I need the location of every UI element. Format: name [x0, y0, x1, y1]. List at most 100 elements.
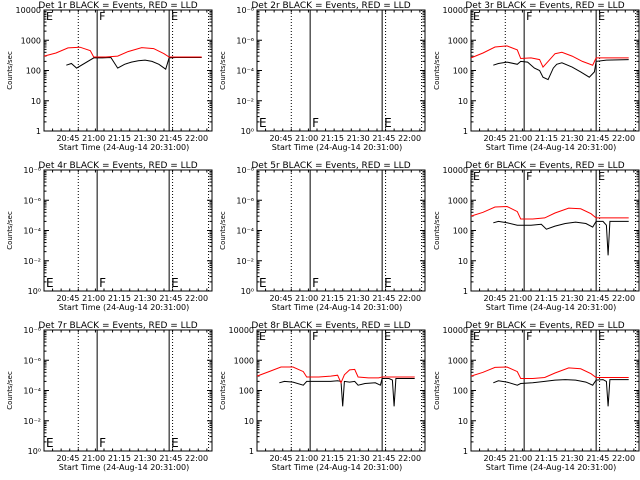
y-tick-label: 1	[249, 447, 254, 456]
region-label: E	[46, 436, 54, 450]
x-tick-label: 21:30	[561, 134, 584, 143]
y-tick-label: 10⁻⁸	[236, 166, 254, 175]
x-tick-label: 21:45	[159, 294, 182, 303]
y-tick-label: 10⁻⁴	[23, 227, 41, 236]
y-axis-label: Counts/sec	[6, 371, 14, 410]
plot-frame	[43, 169, 213, 292]
region-label: E	[46, 10, 53, 23]
panel-title: Det 2r BLACK = Events, RED = LLD	[251, 1, 410, 11]
region-label: E	[171, 10, 178, 23]
y-tick-label: 10⁻²	[236, 97, 254, 106]
region-label: E	[259, 276, 267, 290]
x-axis-label: Start Time (24-Aug-14 20:31:00)	[59, 143, 190, 152]
y-tick-label: 10	[458, 257, 468, 266]
x-tick-label: 21:00	[295, 294, 318, 303]
y-axis-label: Counts/sec	[433, 211, 441, 250]
detector-panel: Det 4r BLACK = Events, RED = LLD 10⁰ 10⁻² 1…	[6, 161, 213, 312]
y-tick-label: 10⁻⁴	[23, 387, 41, 396]
region-label: E	[598, 170, 605, 183]
plot-frame	[256, 169, 426, 292]
y-tick-label: 10000	[443, 166, 468, 175]
region-label: E	[598, 10, 605, 23]
detector-panel: Det 6r BLACK = Events, RED = LLD 1 10 100 10…	[433, 161, 640, 312]
x-tick-label: 20:45	[56, 454, 79, 463]
y-tick-label: 10⁻⁸	[23, 166, 41, 175]
y-tick-label: 100	[453, 387, 468, 396]
plot-frame	[43, 329, 213, 452]
y-tick-label: 10	[244, 417, 254, 426]
x-tick-label: 21:30	[134, 454, 157, 463]
x-tick-label: 21:45	[586, 294, 609, 303]
region-label: E	[259, 330, 266, 343]
y-tick-label: 1	[463, 447, 468, 456]
series-events-line	[66, 56, 202, 71]
y-tick-label: 10000	[16, 6, 41, 15]
y-tick-label: 10⁰	[241, 287, 254, 296]
y-tick-label: 10⁰	[28, 447, 41, 456]
y-tick-label: 100	[453, 227, 468, 236]
region-label: E	[384, 116, 392, 130]
region-label: F	[312, 116, 319, 130]
x-axis-label: Start Time (24-Aug-14 20:31:00)	[486, 463, 617, 472]
series-lld-line	[43, 46, 202, 58]
y-tick-label: 1000	[234, 356, 254, 365]
x-tick-label: 21:15	[108, 454, 131, 463]
x-tick-label: 20:45	[56, 294, 79, 303]
x-axis-label: Start Time (24-Aug-14 20:31:00)	[272, 143, 403, 152]
y-axis-label: Counts/sec	[6, 211, 14, 250]
x-tick-label: 21:00	[82, 454, 105, 463]
x-tick-label: 22:00	[612, 134, 635, 143]
x-tick-label: 21:00	[509, 454, 532, 463]
x-axis-label: Start Time (24-Aug-14 20:31:00)	[59, 303, 190, 312]
y-tick-label: 10⁰	[241, 127, 254, 136]
x-tick-label: 20:45	[483, 134, 506, 143]
x-tick-label: 20:45	[269, 454, 292, 463]
x-tick-label: 21:30	[347, 294, 370, 303]
x-tick-label: 20:45	[483, 294, 506, 303]
x-tick-label: 20:45	[56, 134, 79, 143]
y-tick-label: 1000	[448, 356, 468, 365]
region-label: E	[171, 276, 179, 290]
plot-frame	[470, 329, 640, 452]
plot-frame	[256, 9, 426, 132]
plot-frame	[470, 169, 640, 292]
y-tick-label: 10⁻⁶	[236, 36, 254, 45]
y-tick-label: 10⁻⁴	[236, 227, 254, 236]
y-tick-label: 10⁻⁶	[236, 196, 254, 205]
x-tick-label: 22:00	[398, 294, 421, 303]
x-tick-label: 22:00	[612, 454, 635, 463]
x-tick-label: 21:30	[134, 134, 157, 143]
x-tick-label: 20:45	[483, 454, 506, 463]
region-label: F	[526, 10, 532, 23]
y-tick-label: 100	[453, 67, 468, 76]
y-tick-label: 10⁻²	[236, 257, 254, 266]
x-tick-label: 21:00	[509, 294, 532, 303]
panel-title: Det 9r BLACK = Events, RED = LLD	[465, 321, 624, 331]
x-tick-label: 21:00	[295, 134, 318, 143]
region-label: E	[473, 10, 480, 23]
x-tick-label: 21:15	[108, 294, 131, 303]
x-tick-label: 21:30	[561, 454, 584, 463]
region-label: F	[99, 10, 105, 23]
panel-title: Det 7r BLACK = Events, RED = LLD	[38, 321, 197, 331]
y-tick-label: 10⁻⁶	[23, 356, 41, 365]
plot-frame	[256, 329, 426, 452]
y-tick-label: 10⁰	[28, 287, 41, 296]
x-tick-label: 21:45	[372, 134, 395, 143]
x-tick-label: 22:00	[398, 454, 421, 463]
region-label: F	[312, 330, 318, 343]
y-tick-label: 1000	[21, 36, 41, 45]
panel-title: Det 6r BLACK = Events, RED = LLD	[465, 161, 624, 171]
x-axis-label: Start Time (24-Aug-14 20:31:00)	[486, 143, 617, 152]
y-tick-label: 10000	[229, 326, 254, 335]
x-tick-label: 22:00	[398, 134, 421, 143]
x-tick-label: 21:45	[159, 134, 182, 143]
detector-panel: Det 3r BLACK = Events, RED = LLD 1 10 100 10…	[433, 1, 640, 152]
y-tick-label: 10	[458, 417, 468, 426]
region-label: E	[171, 436, 179, 450]
x-axis-label: Start Time (24-Aug-14 20:31:00)	[272, 463, 403, 472]
detector-panel: Det 1r BLACK = Events, RED = LLD 1 10 100 10…	[6, 1, 213, 152]
region-label: E	[473, 170, 480, 183]
x-axis-label: Start Time (24-Aug-14 20:31:00)	[272, 303, 403, 312]
